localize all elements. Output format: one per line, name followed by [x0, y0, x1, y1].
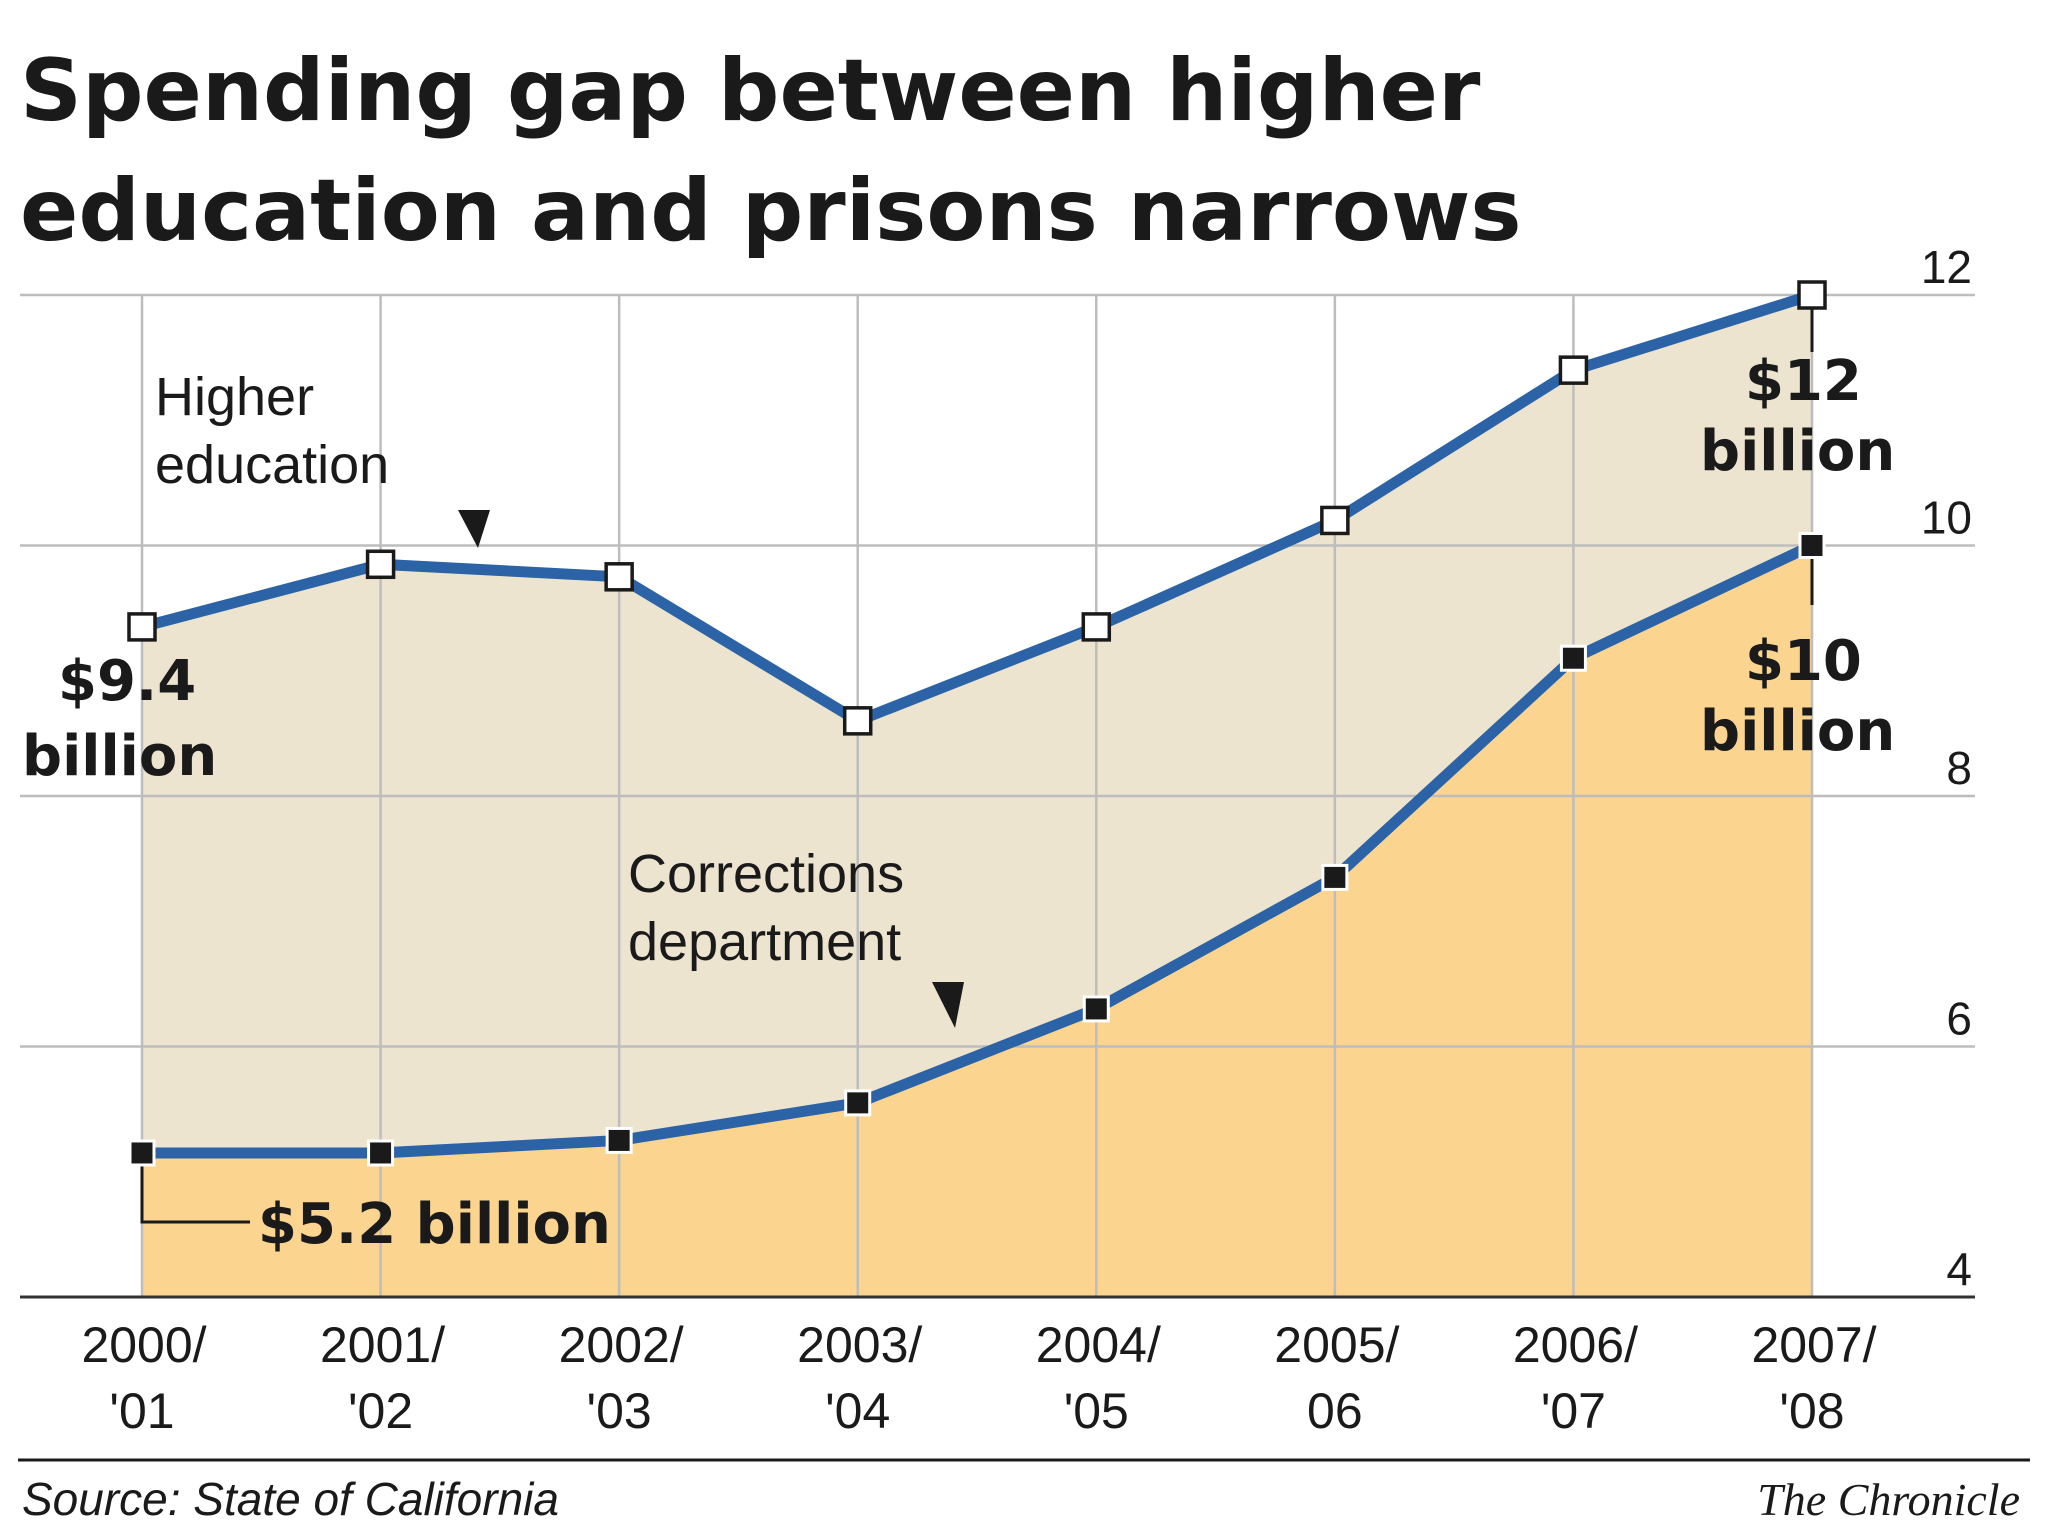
x-tick-label: '05 — [1064, 1383, 1129, 1439]
x-tick-label: 2003/ — [797, 1317, 922, 1373]
series-label-higher-line-1: Higher — [155, 367, 314, 427]
gap-area-fill — [142, 295, 1812, 1153]
x-tick-label: '08 — [1779, 1383, 1844, 1439]
corrections-line — [136, 540, 1818, 1159]
annot-corr-end-line-2: billion — [1700, 699, 1895, 764]
y-tick-label: 4 — [1946, 1243, 1972, 1295]
higher-education-point — [604, 562, 634, 592]
series-label-higher-line-2: education — [155, 435, 389, 495]
x-tick-label: '03 — [587, 1383, 652, 1439]
higher-education-point — [1081, 612, 1112, 642]
area-fills — [142, 295, 1812, 1297]
x-tick-label: '01 — [109, 1383, 174, 1439]
series-lines — [136, 289, 1818, 1159]
corrections-area-fill — [142, 545, 1812, 1297]
higher-education-point — [842, 706, 873, 736]
x-tick-label: '02 — [348, 1383, 413, 1439]
grid-lines — [20, 293, 1975, 1299]
annot-higher-end-line-1: $12 — [1745, 349, 1862, 414]
annot-corr-end-line-1: $10 — [1745, 629, 1862, 694]
x-tick-label: 2002/ — [559, 1317, 684, 1373]
annotation-leaders — [140, 303, 1814, 1224]
corrections-point — [844, 1089, 872, 1117]
higher-education-line — [136, 289, 1818, 727]
corrections-point — [1321, 863, 1349, 891]
x-tick-label: 2000/ — [81, 1317, 206, 1373]
corrections-point — [128, 1139, 156, 1167]
y-tick-label: 8 — [1946, 742, 1972, 794]
x-tick-label: 2007/ — [1751, 1317, 1876, 1373]
chart-title-line-2: education and prisons narrows — [20, 161, 1522, 261]
corrections-point — [367, 1139, 395, 1167]
credit-note: The Chronicle — [1757, 1474, 2020, 1525]
higher-education-point — [1320, 505, 1350, 536]
chart-title-line-1: Spending gap between higher — [20, 41, 1481, 141]
series-label-corrections-line-2: department — [628, 912, 901, 972]
y-tick-label: 6 — [1946, 993, 1972, 1045]
corrections-point — [1798, 532, 1826, 559]
y-tick-label: 12 — [1921, 241, 1972, 293]
annot-higher-start-line-1: $9.4 — [58, 649, 196, 714]
x-tick-label: 2006/ — [1513, 1317, 1638, 1373]
x-tick-label: 2005/ — [1274, 1317, 1399, 1373]
x-axis-ticks: 2000/ '01 2001/ '02 2002/ '03 2003/ '04 2004/ '05… — [81, 1317, 1876, 1439]
higher-education-point — [365, 549, 396, 580]
annot-higher-end-line-2: billion — [1700, 419, 1895, 484]
pointer-higher-education — [458, 510, 490, 548]
x-tick-label: 2001/ — [320, 1317, 445, 1373]
y-tick-label: 10 — [1921, 492, 1972, 544]
leader-corr-start — [140, 1160, 250, 1224]
higher-education-point — [1558, 355, 1589, 385]
x-tick-label: 06 — [1307, 1383, 1363, 1439]
x-tick-label: '07 — [1541, 1383, 1606, 1439]
series-label-corrections-line-1: Corrections — [628, 844, 904, 904]
annot-higher-start-line-2: billion — [22, 724, 217, 789]
source-note: Source: State of California — [22, 1473, 559, 1525]
x-tick-label: '04 — [825, 1383, 890, 1439]
x-tick-label: 2004/ — [1036, 1317, 1161, 1373]
corrections-point — [605, 1126, 633, 1154]
higher-education-point — [127, 612, 157, 642]
corrections-point — [1082, 995, 1110, 1023]
series-markers — [127, 280, 1827, 1167]
corrections-point — [1559, 644, 1587, 672]
higher-education-point — [1797, 280, 1827, 310]
y-axis-ticks: 4 6 8 10 12 — [1921, 241, 1972, 1295]
annot-corr-start: $5.2 billion — [258, 1192, 611, 1257]
pointer-corrections — [932, 982, 964, 1028]
